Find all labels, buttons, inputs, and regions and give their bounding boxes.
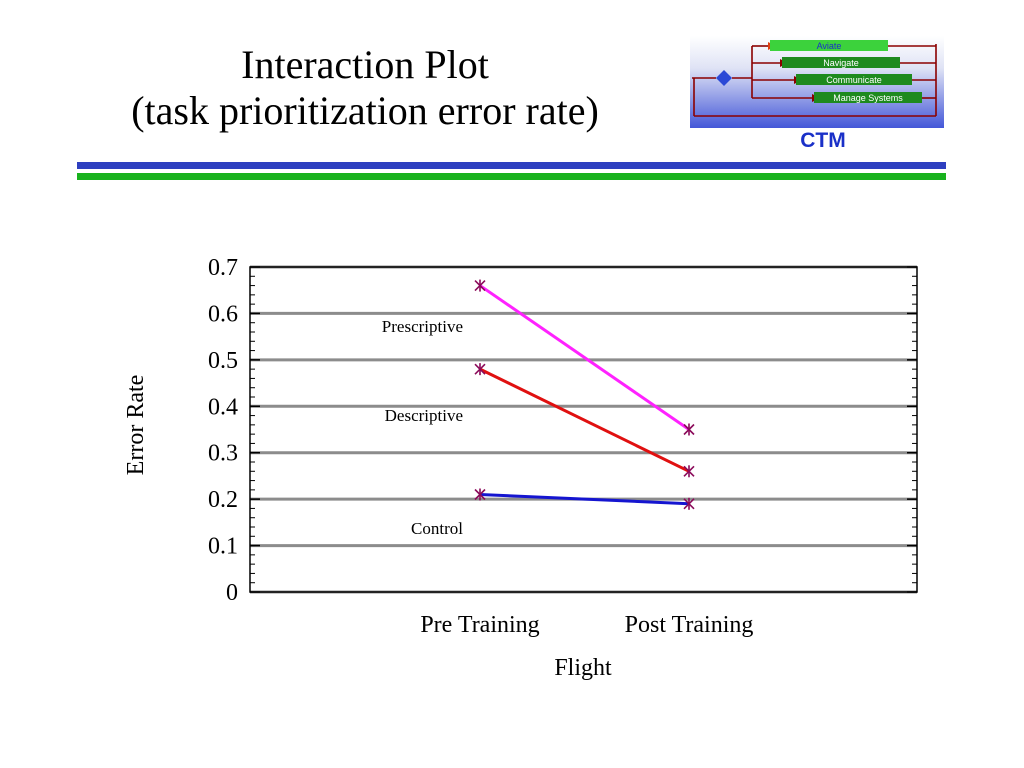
header-rule-blue bbox=[77, 162, 946, 169]
logo-caption: CTM bbox=[800, 129, 846, 152]
series-line-control bbox=[479, 493, 690, 506]
logo-item-communicate: Communicate bbox=[826, 75, 882, 85]
y-tick-label: 0.5 bbox=[208, 348, 238, 374]
data-point-marker bbox=[683, 465, 695, 478]
plot-frame bbox=[249, 266, 918, 593]
series-label-prescriptive: Prescriptive bbox=[382, 317, 463, 336]
logo-box-aviate bbox=[770, 40, 888, 51]
x-axis-title: Flight bbox=[554, 655, 612, 681]
data-point-marker bbox=[683, 423, 695, 436]
title-line-1: Interaction Plot bbox=[241, 42, 489, 87]
tick-layer bbox=[250, 266, 917, 593]
data-point-marker bbox=[683, 497, 695, 510]
y-tick-label: 0.3 bbox=[208, 441, 238, 467]
logo-item-manage-systems: Manage Systems bbox=[833, 93, 903, 103]
grid-layer bbox=[250, 265, 917, 594]
y-tick-label: 0.4 bbox=[208, 394, 238, 420]
y-tick-label: 0.7 bbox=[208, 255, 238, 281]
y-tick-label: 0.1 bbox=[208, 534, 238, 560]
title-line-2: (task prioritization error rate) bbox=[131, 88, 599, 133]
ctm-logo: Aviate Navigate Communicate Manage Syste… bbox=[690, 36, 944, 128]
logo-box-communicate bbox=[796, 74, 912, 85]
series-line-descriptive bbox=[479, 367, 690, 473]
series-label-descriptive: Descriptive bbox=[385, 406, 463, 425]
slide-title: Interaction Plot (task prioritization er… bbox=[60, 42, 670, 134]
x-tick-label: Pre Training bbox=[420, 612, 539, 638]
y-tick-label: 0.6 bbox=[208, 301, 238, 327]
data-point-marker bbox=[474, 488, 486, 501]
series-layer bbox=[474, 279, 695, 510]
y-axis-title: Error Rate bbox=[123, 375, 149, 476]
label-layer: 0 0.1 0.2 0.3 0.4 0.5 0.6 0.7 Pre Training Post T… bbox=[208, 255, 753, 638]
series-line-prescriptive bbox=[479, 284, 690, 431]
series-label-control: Control bbox=[411, 519, 463, 538]
logo-box-navigate bbox=[782, 57, 900, 68]
ctm-logo-diagram: Aviate Navigate Communicate Manage Syste… bbox=[692, 40, 937, 117]
data-point-marker bbox=[474, 279, 486, 292]
y-tick-label: 0.2 bbox=[208, 487, 238, 513]
x-tick-label: Post Training bbox=[625, 612, 754, 638]
header-rule-green bbox=[77, 173, 946, 180]
data-point-marker bbox=[474, 363, 486, 376]
logo-item-navigate: Navigate bbox=[823, 58, 859, 68]
logo-item-aviate: Aviate bbox=[817, 41, 842, 51]
logo-box-manage-systems bbox=[814, 92, 922, 103]
y-tick-label: 0 bbox=[226, 580, 238, 606]
diamond-icon bbox=[716, 70, 732, 86]
